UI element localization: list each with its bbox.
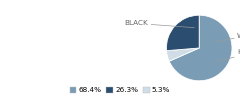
Wedge shape (166, 15, 199, 51)
Text: HISPANIC: HISPANIC (216, 49, 240, 62)
Wedge shape (167, 48, 199, 61)
Text: WHITE: WHITE (214, 32, 240, 42)
Wedge shape (169, 15, 232, 81)
Legend: 68.4%, 26.3%, 5.3%: 68.4%, 26.3%, 5.3% (67, 84, 173, 96)
Text: BLACK: BLACK (125, 20, 194, 28)
